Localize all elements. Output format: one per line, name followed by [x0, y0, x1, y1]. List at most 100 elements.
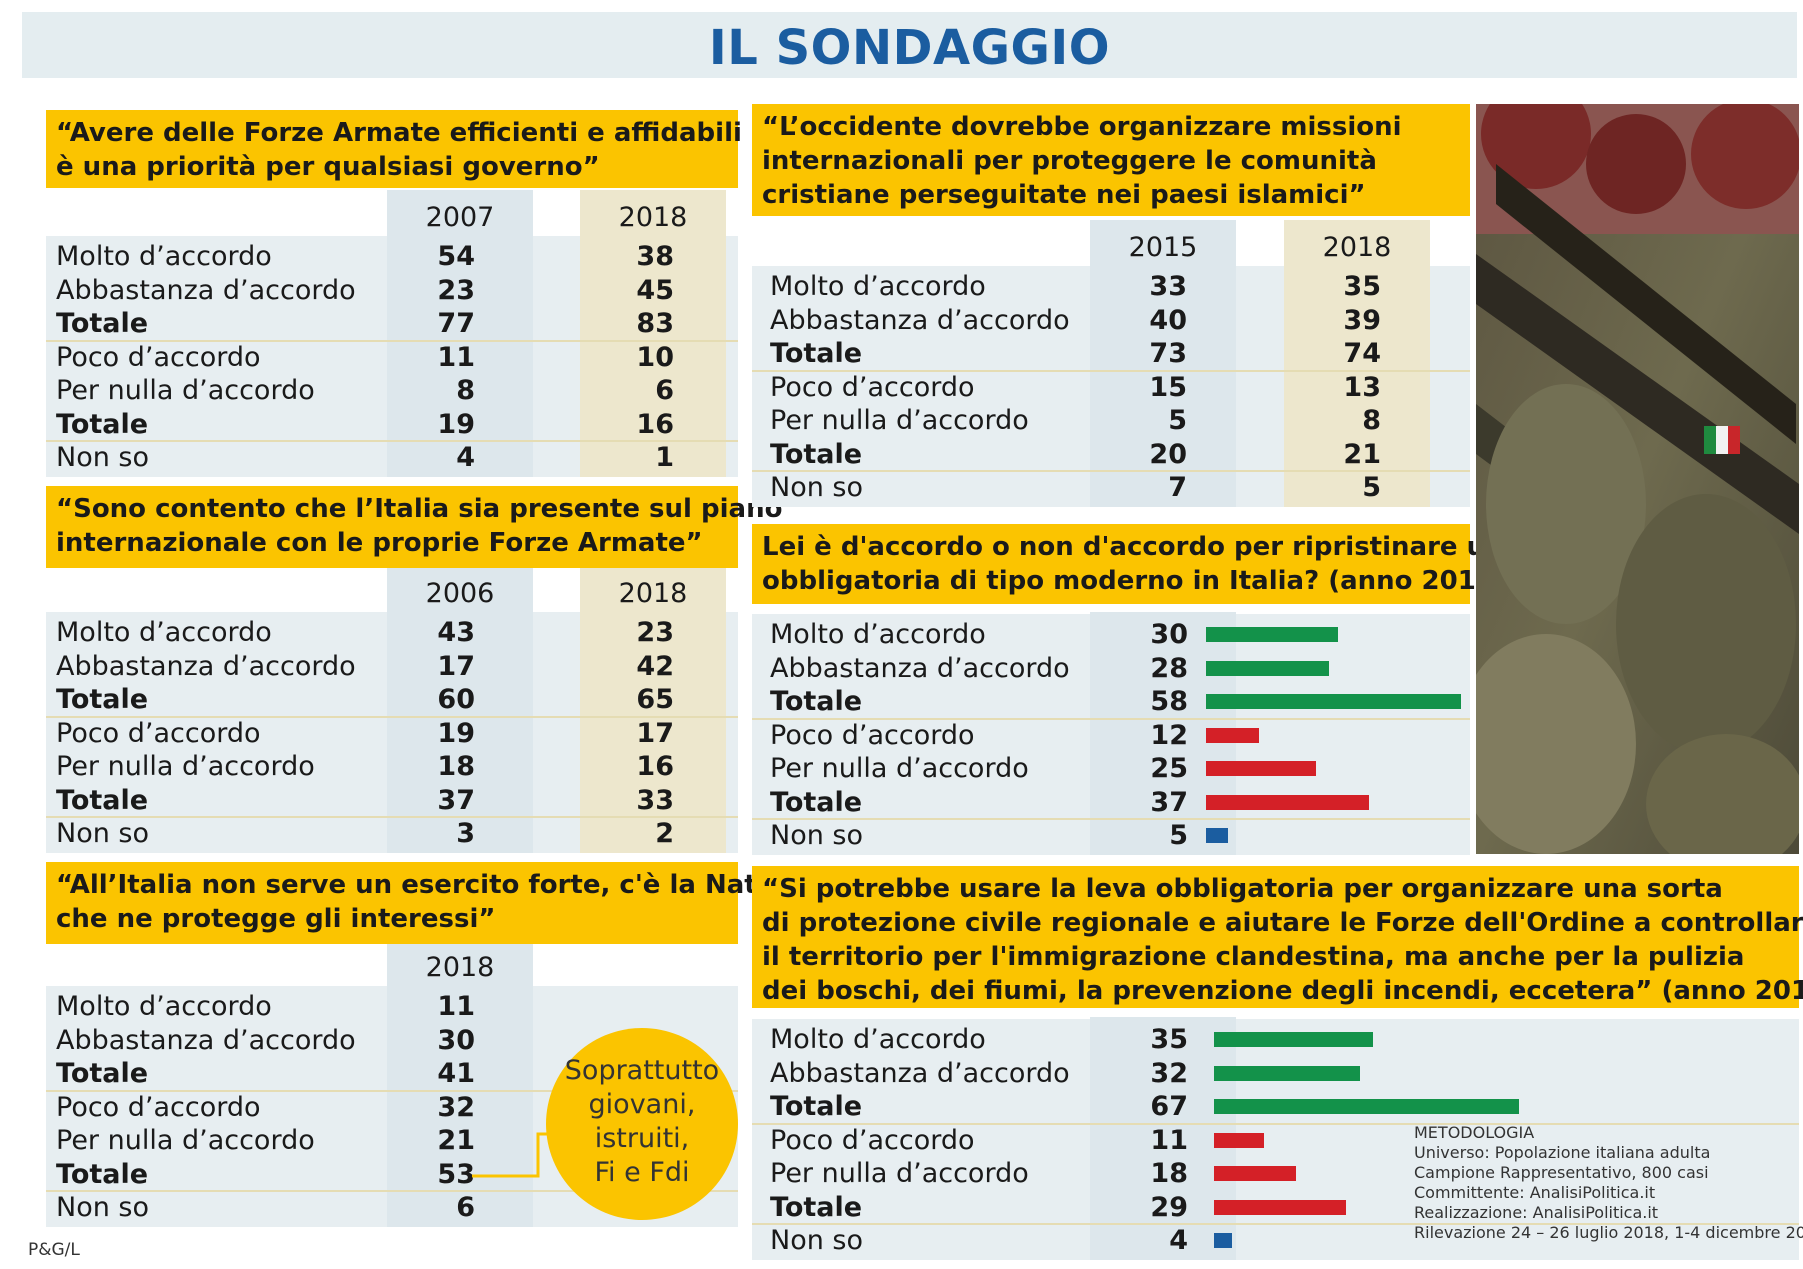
panel-2-row-label: Totale — [56, 1058, 149, 1089]
panel-5-bar — [1214, 1099, 1519, 1114]
panel-4-value: 12 — [1150, 719, 1188, 751]
panel-3-question-line: cristiane perseguitate nei paesi islamic… — [762, 180, 1366, 210]
panel-3-value: 39 — [1343, 304, 1381, 336]
panel-1-row-label: Poco d’accordo — [56, 717, 261, 749]
panel-1-question: “Sono contento che l’Italia sia presente… — [46, 486, 782, 568]
panel-5-column-0 — [1090, 1017, 1236, 1260]
panel-1-year-header: 2018 — [618, 578, 688, 609]
panel-3-question-line: “L’occidente dovrebbe organizzare missio… — [762, 112, 1402, 142]
panel-3-question: “L’occidente dovrebbe organizzare missio… — [752, 104, 1470, 216]
panel-1-value: 37 — [437, 784, 475, 816]
panel-2-row-label: Molto d’accordo — [56, 991, 272, 1022]
callout-line: Soprattutto — [564, 1055, 720, 1086]
panel-0-row-label: Abbastanza d’accordo — [56, 274, 356, 306]
panel-3-separator — [752, 369, 1470, 372]
panel-3-value: 74 — [1343, 338, 1381, 369]
panel-5-question-line: dei boschi, dei fiumi, la prevenzione de… — [762, 976, 1803, 1006]
panel-5-question-line: di protezione civile regionale e aiutare… — [762, 908, 1803, 938]
panel-3-value: 33 — [1149, 271, 1187, 302]
panel-4-row-label: Abbastanza d’accordo — [770, 652, 1070, 684]
panel-3-question-line: internazionali per proteggere le comunit… — [762, 146, 1377, 176]
panel-0-separator — [46, 339, 738, 342]
callout-line: Fi e Fdi — [594, 1157, 690, 1188]
methodology-line: Realizzazione: AnalisiPolitica.it — [1414, 1203, 1659, 1222]
panel-4-value: 28 — [1150, 652, 1188, 684]
panel-4-value: 5 — [1169, 820, 1188, 851]
panel-1-value: 17 — [636, 717, 674, 749]
panel-5-value: 29 — [1150, 1191, 1188, 1223]
panel-1-value: 19 — [437, 717, 475, 749]
panel-0-question: “Avere delle Forze Armate efficienti e a… — [46, 110, 742, 188]
callout-line: giovani, — [588, 1089, 696, 1120]
panel-4-bar — [1206, 828, 1228, 843]
panel-0-value: 8 — [456, 375, 475, 406]
panel-0-row-label: Non so — [56, 442, 149, 473]
panel-2-value: 11 — [437, 991, 475, 1022]
panel-3-column-0 — [1090, 220, 1236, 507]
panel-1-year-header: 2006 — [425, 578, 495, 609]
methodology-line: Campione Rappresentativo, 800 casi — [1414, 1163, 1709, 1182]
callout-text: Soprattutto giovani, istruiti, Fi e Fdi — [546, 1028, 738, 1190]
panel-0-value: 23 — [437, 274, 475, 306]
panel-1-separator — [46, 816, 738, 818]
panel-5-value: 35 — [1150, 1024, 1188, 1055]
panel-5-bar — [1214, 1233, 1233, 1248]
panel-0-value: 11 — [437, 341, 475, 373]
panel-1-row-label: Non so — [56, 818, 149, 849]
panel-1-row-label: Totale — [56, 684, 149, 715]
panel-2-row-label: Abbastanza d’accordo — [56, 1024, 356, 1056]
panel-3-row-label: Per nulla d’accordo — [770, 405, 1029, 436]
panel-2-question-line: “All’Italia non serve un esercito forte,… — [56, 870, 775, 900]
panel-5-row-label: Non so — [770, 1225, 863, 1256]
panel-0-separator — [46, 440, 738, 442]
panel-1-value: 16 — [636, 751, 674, 782]
panel-1-separator — [46, 715, 738, 718]
panel-5-question-line: “Si potrebbe usare la leva obbligatoria … — [762, 874, 1723, 904]
panel-1-row-label: Totale — [56, 784, 149, 816]
panel-4-bar — [1206, 694, 1462, 709]
panel-4-bar — [1206, 761, 1316, 776]
panel-3-year-header: 2018 — [1322, 232, 1392, 263]
panel-3-value: 13 — [1343, 371, 1381, 403]
panel-2-separator — [46, 1190, 738, 1192]
callout-circle: Soprattutto giovani, istruiti, Fi e Fdi — [546, 1028, 738, 1220]
panel-2-separator — [46, 1089, 738, 1092]
panel-3-value: 15 — [1149, 371, 1187, 403]
panel-0-value: 10 — [636, 341, 674, 373]
panel-2-row-label: Per nulla d’accordo — [56, 1125, 315, 1156]
soldiers-photo — [1476, 104, 1799, 854]
panel-2-year-header: 2018 — [425, 952, 495, 983]
panel-1-value: 42 — [636, 650, 674, 682]
panel-0-question-line: “Avere delle Forze Armate efficienti e a… — [56, 118, 742, 148]
panel-1-row-label: Per nulla d’accordo — [56, 751, 315, 782]
panel-0-value: 38 — [636, 241, 674, 272]
panel-5-bar — [1214, 1065, 1360, 1081]
panel-1-value: 33 — [636, 784, 674, 816]
panel-4-row-label: Totale — [770, 786, 863, 818]
panel-2-value: 30 — [437, 1024, 475, 1056]
panel-0-row-label: Totale — [56, 308, 149, 339]
panel-4-question-line: obbligatoria di tipo moderno in Italia? … — [762, 566, 1506, 596]
panel-2-row-label: Totale — [56, 1158, 149, 1190]
panel-5-bar — [1214, 1032, 1374, 1047]
panel-4-row-label: Poco d’accordo — [770, 719, 975, 751]
panel-0-row-label: Totale — [56, 408, 149, 440]
panel-2-question: “All’Italia non serve un esercito forte,… — [46, 862, 775, 944]
panel-4-row-label: Per nulla d’accordo — [770, 753, 1029, 784]
panel-1-value: 18 — [437, 751, 475, 782]
panel-4-value: 30 — [1150, 619, 1188, 650]
panel-2-value: 21 — [437, 1125, 475, 1156]
panel-5-row-label: Poco d’accordo — [770, 1124, 975, 1156]
panel-2-value: 41 — [437, 1058, 475, 1089]
panel-3-column-1 — [1284, 220, 1430, 507]
panel-4-question-line: Lei è d'accordo o non d'accordo per ripr… — [762, 532, 1592, 562]
panel-0-value: 77 — [437, 308, 475, 339]
panel-2-question-line: che ne protegge gli interessi” — [56, 904, 496, 934]
credit: P&G/L — [28, 1240, 80, 1260]
panel-0-value: 83 — [636, 308, 674, 339]
panel-0-value: 6 — [655, 375, 674, 406]
panel-3-value: 7 — [1168, 472, 1187, 503]
panel-3-value: 5 — [1168, 405, 1187, 436]
panel-0-value: 1 — [655, 442, 674, 473]
methodology-line: Rilevazione 24 – 26 luglio 2018, 1-4 dic… — [1414, 1223, 1803, 1242]
